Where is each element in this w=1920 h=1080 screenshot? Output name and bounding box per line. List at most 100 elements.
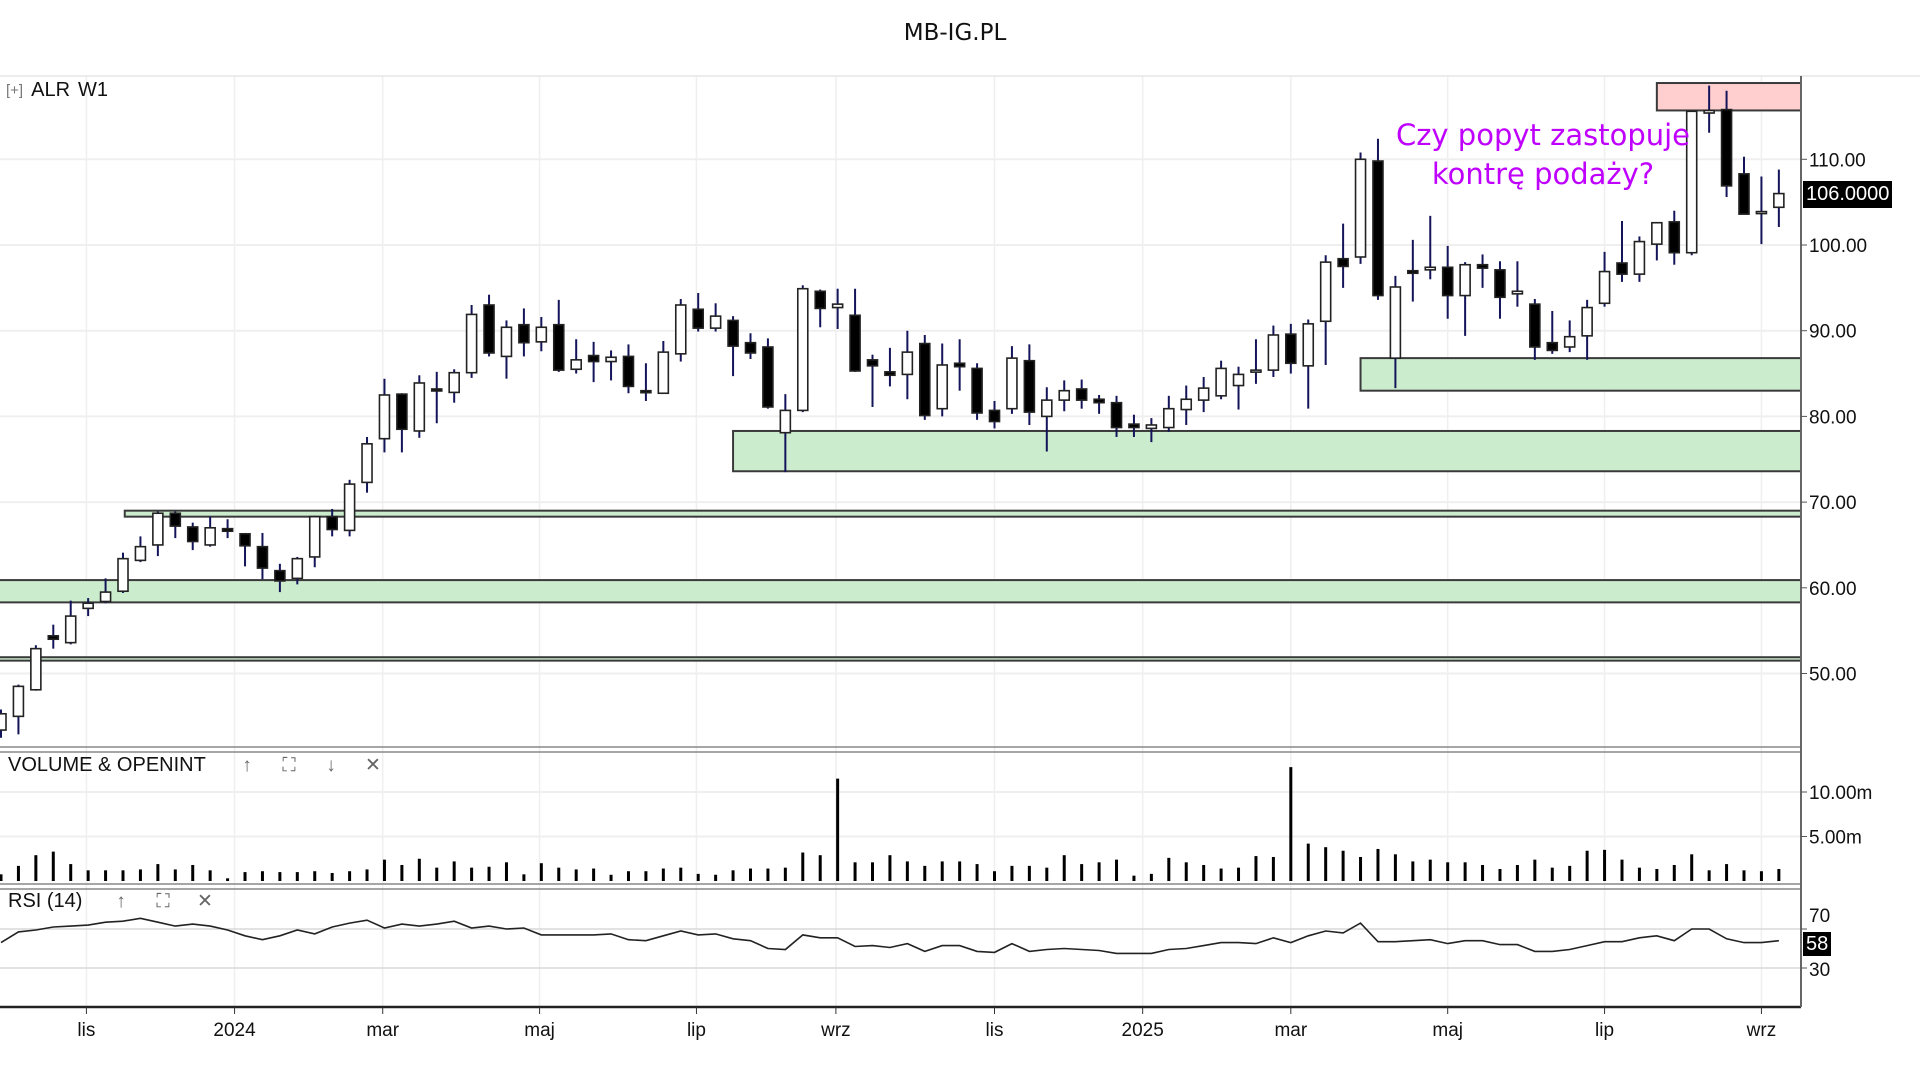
candle-bearish [692, 308, 705, 329]
date-tick-label: mar [366, 1020, 399, 1041]
price-tick-label: 70.00 [1809, 493, 1857, 514]
candle-bullish [30, 647, 42, 691]
arrow-up-icon[interactable]: ↑ [116, 890, 126, 912]
candle-bullish [134, 545, 147, 562]
last-price-tag: 106.0000 [1803, 181, 1893, 208]
candle-bullish [1232, 373, 1245, 387]
demand-zone [732, 429, 1802, 473]
volume-bars [0, 767, 1781, 881]
candle-bearish [1546, 341, 1559, 352]
arrow-down-icon[interactable]: ↓ [326, 754, 336, 776]
candle-bearish [727, 319, 739, 347]
candle-bullish [1180, 398, 1193, 411]
candle-bullish [448, 371, 460, 394]
candle-bearish [762, 346, 774, 408]
candle-bearish [1476, 263, 1489, 269]
candles [0, 85, 1785, 738]
candle-bullish [1267, 334, 1280, 371]
date-tick-label: lis [77, 1020, 95, 1041]
demand-zone [0, 656, 1802, 662]
candle-bullish [831, 303, 844, 309]
candle-bearish [221, 527, 234, 533]
price-tick-label: 80.00 [1809, 407, 1857, 428]
pane-frames [0, 75, 1920, 1009]
candle-bullish [674, 304, 687, 355]
supply-demand-zones [0, 82, 1803, 662]
candle-bullish [117, 557, 129, 593]
candle-bullish [657, 351, 670, 395]
candle-bullish [1633, 240, 1646, 275]
volume-pane-title: VOLUME & OPENINT [8, 754, 206, 776]
date-tick-label: 2024 [213, 1020, 256, 1041]
candle-bearish [1407, 269, 1419, 275]
candle-bullish [1250, 369, 1262, 373]
candle-bearish [1720, 108, 1733, 187]
candle-bearish [483, 304, 495, 354]
volume-pane-header: VOLUME & OPENINT ↑ ⛶ ↓ ✕ [8, 754, 394, 777]
candle-bearish [849, 314, 861, 372]
main-pane-header: [+] ALR W1 [6, 79, 108, 102]
candle-bullish [413, 382, 426, 432]
candle-bullish [1041, 399, 1053, 418]
candle-bullish [361, 443, 373, 484]
candle-bearish [430, 388, 443, 392]
price-tick-label: 100.00 [1809, 236, 1867, 257]
candle-bullish [605, 356, 617, 363]
candle-bullish [1703, 109, 1715, 114]
candle-bearish [953, 362, 966, 368]
candle-bearish [1075, 388, 1088, 401]
candle-bullish [796, 287, 809, 412]
candle-bullish [1389, 286, 1402, 359]
annotation-line-1: Czy popyt zastopuje [1395, 118, 1691, 152]
candle-bearish [1337, 257, 1349, 268]
fullscreen-icon[interactable]: ⛶ [282, 754, 296, 776]
candle-bullish [378, 394, 391, 440]
candle-bearish [186, 526, 199, 543]
candle-bullish [1197, 387, 1210, 401]
candle-bullish [465, 313, 478, 374]
date-tick-label: 2025 [1122, 1020, 1164, 1041]
demand-zone [1359, 357, 1803, 392]
expand-icon[interactable]: [+] [6, 82, 24, 99]
candle-bearish [744, 341, 757, 354]
close-icon[interactable]: ✕ [365, 755, 381, 776]
candle-bullish [1215, 367, 1227, 397]
candle-bearish [622, 355, 635, 388]
candle-bearish [239, 533, 251, 547]
rsi-line [0, 917, 1779, 955]
fullscreen-icon[interactable]: ⛶ [156, 890, 170, 912]
date-tick-label: lip [687, 1020, 706, 1041]
candle-bullish [535, 326, 548, 343]
arrow-up-icon[interactable]: ↑ [242, 754, 252, 776]
candle-bullish [1145, 424, 1158, 430]
candle-bearish [1668, 221, 1681, 254]
candle-bearish [169, 512, 182, 527]
candle-bullish [1598, 270, 1611, 305]
date-tick-label: maj [1432, 1020, 1463, 1041]
candle-bullish [936, 364, 949, 410]
price-tick-label: 90.00 [1809, 322, 1857, 343]
candle-bullish [291, 557, 304, 580]
candle-bullish [709, 315, 722, 329]
candle-bullish [1459, 263, 1471, 297]
candle-bullish [901, 351, 914, 376]
rsi-pane-header: RSI (14) ↑ ⛶ ✕ [8, 890, 226, 913]
rsi-last-value-tag: 58 [1803, 932, 1832, 956]
candle-bearish [587, 354, 600, 363]
candle-bearish [918, 342, 931, 417]
candle-bullish [64, 615, 77, 644]
candle-bearish [988, 409, 1001, 423]
candle-bullish [500, 326, 513, 358]
candle-bearish [884, 371, 896, 377]
demand-zone [123, 509, 1802, 518]
volume-tick-label: 10.00m [1809, 783, 1872, 804]
supply-zone [1655, 82, 1802, 112]
candle-bullish [1511, 290, 1524, 295]
date-tick-label: maj [524, 1020, 555, 1041]
candle-bearish [640, 389, 652, 394]
candle-bullish [1058, 389, 1071, 401]
close-icon[interactable]: ✕ [197, 891, 213, 912]
candle-bearish [1023, 359, 1036, 413]
candle-bullish [1685, 110, 1698, 254]
